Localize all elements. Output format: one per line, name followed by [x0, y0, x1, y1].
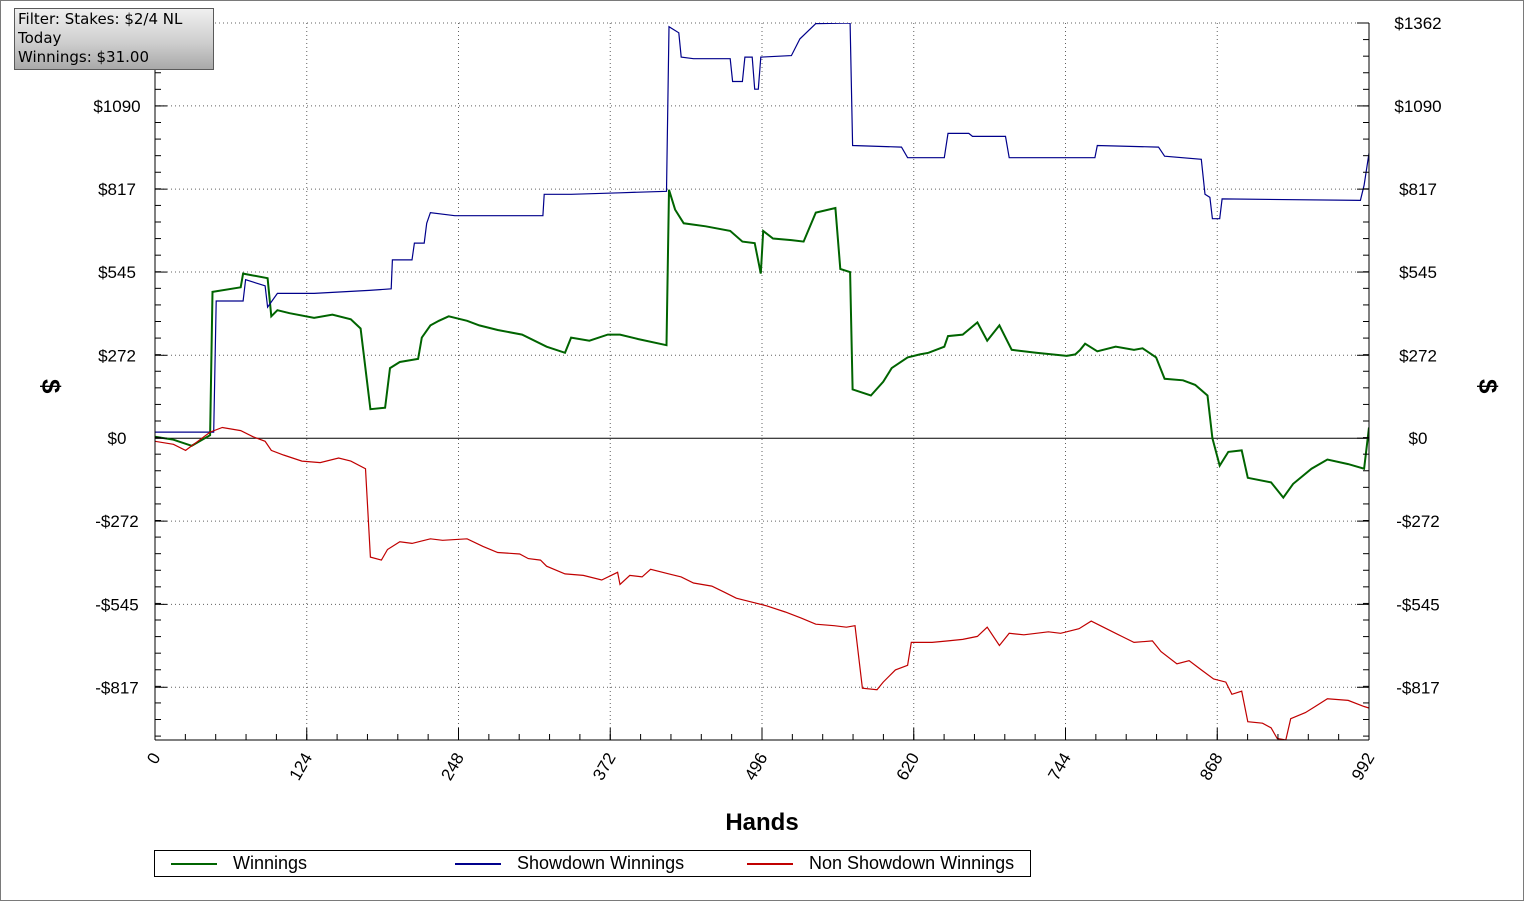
y-tick-label-right: $1090 — [1394, 97, 1441, 116]
x-tick-label: 248 — [437, 750, 468, 784]
x-tick-label: 0 — [143, 750, 164, 768]
y-tick-label-right: -$817 — [1396, 678, 1439, 697]
y-axis-title-left: $ — [36, 379, 66, 394]
filter-line-period: Today — [18, 29, 62, 47]
y-tick-label-right: $545 — [1399, 263, 1437, 282]
legend-entry-non-showdown-winnings: Non Showdown Winnings — [747, 851, 1014, 876]
legend-label-showdown-winnings: Showdown Winnings — [517, 853, 685, 873]
legend-swatch-non-showdown-winnings — [747, 862, 793, 865]
x-tick-label: 372 — [589, 750, 620, 784]
y-tick-label-right: -$272 — [1396, 512, 1439, 531]
legend-swatch-winnings — [171, 862, 217, 865]
x-tick-label: 620 — [893, 750, 924, 784]
x-tick-label: 744 — [1044, 750, 1075, 784]
plot-area — [155, 23, 1369, 740]
y-tick-label-right: -$545 — [1396, 595, 1439, 614]
legend-swatch-showdown-winnings — [455, 862, 501, 865]
chart-legend: Winnings Showdown Winnings Non Showdown … — [154, 850, 1031, 877]
y-tick-label-right: $1362 — [1394, 14, 1441, 33]
legend-entry-winnings: Winnings — [171, 851, 307, 876]
x-tick-label: 992 — [1348, 750, 1379, 784]
legend-label-non-showdown-winnings: Non Showdown Winnings — [809, 853, 1015, 873]
y-tick-label-left: -$272 — [95, 512, 138, 531]
y-tick-label-right: $817 — [1399, 180, 1437, 199]
filter-line-stakes: Filter: Stakes: $2/4 NL — [18, 10, 183, 28]
series-line-winnings — [155, 189, 1369, 500]
y-tick-label-left: $545 — [98, 263, 136, 282]
y-tick-label-right: $272 — [1399, 346, 1437, 365]
series-line-non-showdown-winnings — [155, 426, 1369, 740]
y-tick-label-left: -$817 — [95, 678, 138, 697]
y-tick-label-left: $0 — [108, 429, 127, 448]
y-axis-title-right: $ — [1473, 379, 1503, 394]
x-tick-label: 496 — [741, 750, 772, 784]
series-line-showdown-winnings — [155, 23, 1369, 433]
y-tick-label-left: -$545 — [95, 595, 138, 614]
y-tick-label-left: $1090 — [93, 97, 140, 116]
legend-entry-showdown-winnings: Showdown Winnings — [455, 851, 684, 876]
filter-summary-box: Filter: Stakes: $2/4 NL Today Winnings: … — [14, 8, 214, 70]
filter-line-winnings: Winnings: $31.00 — [18, 48, 150, 66]
y-tick-label-left: $817 — [98, 180, 136, 199]
x-axis-title: Hands — [725, 809, 798, 836]
y-tick-label-right: $0 — [1409, 429, 1428, 448]
legend-label-winnings: Winnings — [233, 853, 308, 873]
y-tick-label-left: $272 — [98, 346, 136, 365]
x-tick-label: 868 — [1196, 750, 1227, 784]
x-tick-label: 124 — [286, 750, 317, 784]
